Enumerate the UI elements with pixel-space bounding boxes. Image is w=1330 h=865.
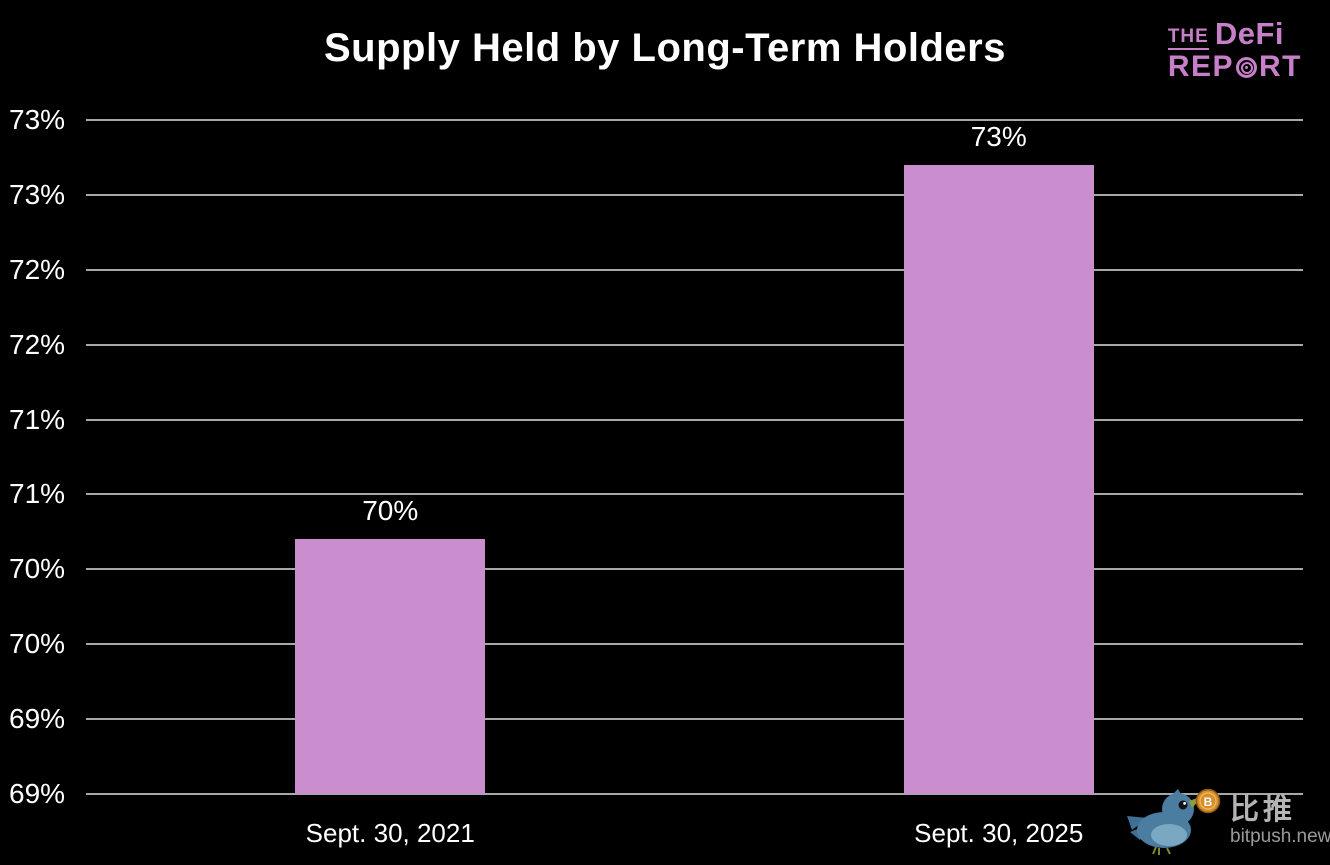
gridline xyxy=(86,193,1303,196)
bitpush-text-block: 比推 bitpush.news xyxy=(1230,788,1330,848)
bitpush-bird-icon: B xyxy=(1127,788,1221,855)
y-axis-tick-label: 71% xyxy=(9,403,66,435)
y-axis-tick-label: 73% xyxy=(9,104,66,135)
bar-value-label: 73% xyxy=(970,120,1027,152)
logo-defi-label: DeFi xyxy=(1214,16,1284,51)
svg-text:B: B xyxy=(1204,795,1213,809)
y-axis-tick-label: 69% xyxy=(9,703,66,735)
logo-the-label: THE xyxy=(1167,26,1209,50)
gridline xyxy=(86,119,1303,121)
gridline xyxy=(86,418,1303,421)
defi-report-logo: THE DeFi REP RT xyxy=(1167,18,1302,83)
logo-line-1: THE DeFi xyxy=(1167,18,1302,53)
gridline xyxy=(86,643,1303,646)
y-axis-tick-label: 69% xyxy=(9,778,66,809)
bar-value-label: 70% xyxy=(362,495,419,527)
y-axis-tick-label: 70% xyxy=(9,553,66,585)
logo-report-label: REP RT xyxy=(1167,50,1302,83)
gridline xyxy=(86,793,1303,795)
y-axis-tick-label: 71% xyxy=(9,478,66,510)
gridline xyxy=(86,268,1303,271)
y-axis-tick-label: 72% xyxy=(9,253,66,285)
y-axis-tick-label: 72% xyxy=(9,328,66,360)
gridline xyxy=(86,568,1303,571)
x-axis-category-label: Sept. 30, 2021 xyxy=(305,818,475,848)
bar-sept-30-2021 xyxy=(295,539,486,794)
chart-title: Supply Held by Long-Term Holders xyxy=(324,26,1006,70)
logo-rt-text: RT xyxy=(1259,50,1302,83)
y-axis-tick-label: 73% xyxy=(9,178,66,210)
logo-rep-text: REP xyxy=(1167,50,1234,83)
y-axis-tick-label: 70% xyxy=(9,628,66,660)
bitpush-watermark: B 比推 bitpush.news xyxy=(1126,788,1330,856)
gridline xyxy=(86,718,1303,721)
gridline xyxy=(86,493,1303,496)
gridline xyxy=(86,343,1303,346)
bullseye-icon xyxy=(1236,57,1257,78)
bitpush-cn-label: 比推 xyxy=(1230,794,1297,826)
bar-sept-30-2025 xyxy=(903,164,1094,794)
bitpush-site-label: bitpush.news xyxy=(1230,826,1330,847)
x-axis-category-label: Sept. 30, 2025 xyxy=(914,818,1084,848)
